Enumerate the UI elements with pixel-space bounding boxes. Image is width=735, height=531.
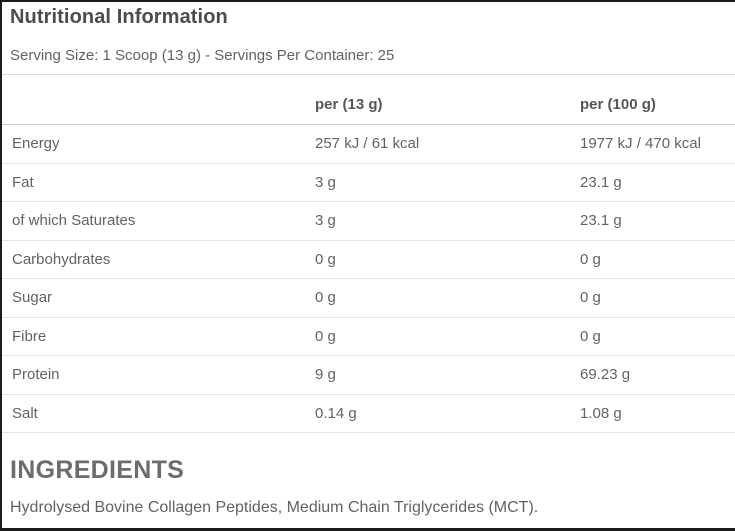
nutrient-label: of which Saturates <box>12 212 136 230</box>
table-row: Salt 0.14 g 1.08 g <box>2 395 735 433</box>
column-header-per-serving: per (13 g) <box>315 96 383 113</box>
table-row: Energy 257 kJ / 61 kcal 1977 kJ / 470 kc… <box>2 125 735 164</box>
table-header-row: per (13 g) per (100 g) <box>2 75 735 125</box>
value-per-serving: 9 g <box>315 366 336 384</box>
nutrient-label: Energy <box>12 135 60 153</box>
table-row: Sugar 0 g 0 g <box>2 279 735 318</box>
intro-section: Nutritional Information Serving Size: 1 … <box>2 4 735 75</box>
value-per-serving: 3 g <box>315 173 336 191</box>
nutrient-label: Fibre <box>12 327 47 345</box>
nutrient-label: Salt <box>12 404 38 422</box>
nutrient-label: Sugar <box>12 289 53 307</box>
value-per-100g: 23.1 g <box>580 212 622 230</box>
ingredients-heading: INGREDIENTS <box>10 456 185 484</box>
table-row: Protein 9 g 69.23 g <box>2 356 735 395</box>
table-row: Carbohydrates 0 g 0 g <box>2 241 735 279</box>
value-per-serving: 3 g <box>315 212 336 230</box>
ingredients-text: Hydrolysed Bovine Collagen Peptides, Med… <box>10 499 539 516</box>
serving-info: Serving Size: 1 Scoop (13 g) - Servings … <box>10 47 395 64</box>
table-row: Fibre 0 g 0 g <box>2 318 735 356</box>
value-per-serving: 0 g <box>315 289 336 307</box>
value-per-serving: 0.14 g <box>315 404 357 422</box>
table-row: of which Saturates 3 g 23.1 g <box>2 202 735 241</box>
value-per-100g: 1.08 g <box>580 404 622 422</box>
nutrition-table: per (13 g) per (100 g) Energy 257 kJ / 6… <box>2 75 735 433</box>
ingredients-section: INGREDIENTS Hydrolysed Bovine Collagen P… <box>2 455 735 518</box>
page-title: Nutritional Information <box>10 6 228 28</box>
value-per-100g: 69.23 g <box>580 366 631 384</box>
value-per-100g: 0 g <box>580 250 601 268</box>
table-row: Fat 3 g 23.1 g <box>2 164 735 202</box>
nutrient-label: Carbohydrates <box>12 250 111 268</box>
nutrient-label: Fat <box>12 173 34 191</box>
value-per-100g: 23.1 g <box>580 173 622 191</box>
value-per-serving: 0 g <box>315 327 336 345</box>
value-per-100g: 0 g <box>580 327 601 345</box>
value-per-100g: 1977 kJ / 470 kcal <box>580 135 701 153</box>
value-per-serving: 257 kJ / 61 kcal <box>315 135 420 153</box>
value-per-serving: 0 g <box>315 250 336 268</box>
nutrient-label: Protein <box>12 366 60 384</box>
value-per-100g: 0 g <box>580 289 601 307</box>
column-header-per-100g: per (100 g) <box>580 96 656 113</box>
